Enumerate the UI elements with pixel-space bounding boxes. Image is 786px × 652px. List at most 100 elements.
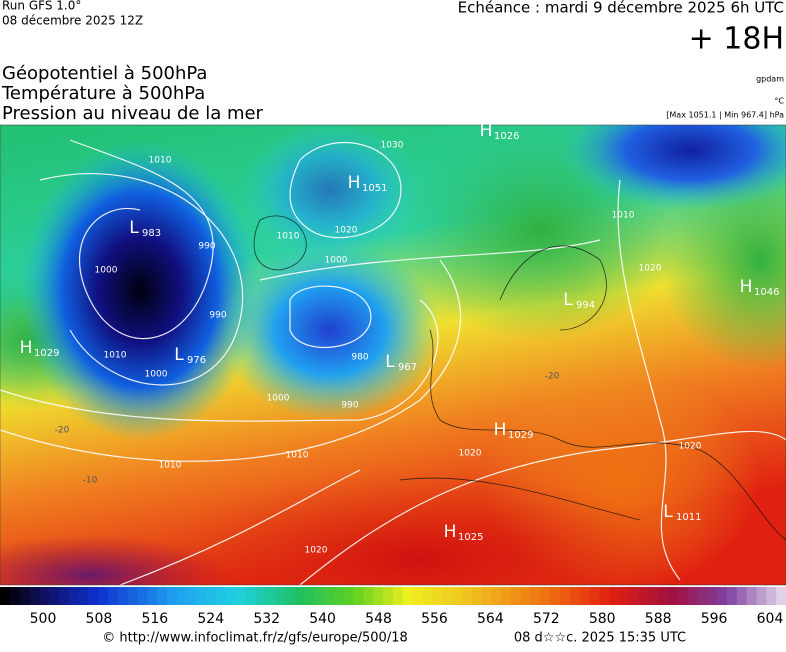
isobar-label: 980 bbox=[351, 353, 368, 363]
colorbar-swatch bbox=[638, 587, 649, 605]
colorbar-swatch bbox=[530, 587, 541, 605]
colorbar-swatch bbox=[167, 587, 178, 605]
center-value: 1029 bbox=[34, 348, 59, 359]
echeance: Echéance : mardi 9 décembre 2025 6h UTC bbox=[458, 0, 784, 17]
colorbar-swatch bbox=[137, 587, 148, 605]
temperature-label: -20 bbox=[545, 372, 560, 382]
colorbar-swatch bbox=[98, 587, 109, 605]
colorbar-swatch bbox=[471, 587, 482, 605]
colorbar-swatch bbox=[39, 587, 50, 605]
colorbar-swatch bbox=[294, 587, 306, 605]
center-value: 967 bbox=[398, 362, 417, 373]
colorbar-swatch bbox=[393, 587, 404, 605]
center-value: 994 bbox=[576, 300, 595, 311]
center-letter: L bbox=[385, 352, 395, 372]
temperature-label: -10 bbox=[83, 476, 98, 486]
colorbar-swatch bbox=[157, 587, 168, 605]
colorbar-swatch bbox=[540, 587, 551, 605]
colorbar-label: 596 bbox=[701, 611, 728, 627]
colorbar-swatch bbox=[668, 587, 679, 605]
colorbar-swatch bbox=[49, 587, 60, 605]
colorbar-swatch bbox=[461, 587, 473, 605]
colorbar-swatch bbox=[491, 587, 502, 605]
colorbar-label: 580 bbox=[589, 611, 616, 627]
colorbar-swatch bbox=[29, 587, 40, 605]
colorbar-swatch bbox=[746, 587, 758, 605]
isobar-label: 1020 bbox=[459, 449, 482, 459]
colorbar-swatch bbox=[736, 587, 748, 605]
colorbar-swatch bbox=[501, 587, 512, 605]
isobar-label: 1010 bbox=[149, 156, 172, 166]
colorbar-swatch bbox=[648, 587, 659, 605]
colorbar-swatch bbox=[609, 587, 620, 605]
colorbar-swatch bbox=[756, 587, 767, 605]
isobar-label: 1010 bbox=[612, 211, 635, 221]
colorbar-swatch bbox=[363, 587, 374, 605]
colorbar-label: 572 bbox=[533, 611, 560, 627]
colorbar bbox=[0, 587, 786, 605]
title-line: Pression au niveau de la mer bbox=[2, 103, 264, 124]
colorbar-swatch bbox=[206, 587, 217, 605]
title-line: Température à 500hPa bbox=[1, 83, 205, 104]
colorbar-label: 500 bbox=[30, 611, 57, 627]
center-value: 1051 bbox=[362, 183, 387, 194]
center-letter: H bbox=[740, 277, 753, 297]
isobar-label: 990 bbox=[341, 401, 358, 411]
colorbar-swatch bbox=[618, 587, 630, 605]
colorbar-swatch bbox=[373, 587, 384, 605]
isobar-label: 1020 bbox=[335, 226, 358, 236]
unit-label: °C bbox=[774, 97, 784, 106]
colorbar-swatch bbox=[225, 587, 237, 605]
colorbar-swatch bbox=[550, 587, 561, 605]
isobar-label: 1010 bbox=[104, 351, 127, 361]
colorbar-swatch bbox=[442, 587, 453, 605]
isobar-label: 1000 bbox=[95, 266, 118, 276]
colorbar-swatch bbox=[451, 587, 463, 605]
colorbar-swatch bbox=[560, 587, 571, 605]
unit-label: gpdam bbox=[756, 75, 784, 84]
colorbar-swatch bbox=[0, 587, 11, 605]
center-letter: L bbox=[174, 345, 184, 365]
source-url: © http://www.infoclimat.fr/z/gfs/europe/… bbox=[102, 631, 408, 646]
center-letter: H bbox=[444, 522, 457, 542]
temperature-label: -20 bbox=[55, 426, 70, 436]
center-letter: L bbox=[563, 290, 573, 310]
colorbar-swatch bbox=[383, 587, 394, 605]
center-letter: H bbox=[480, 121, 493, 141]
isobar-label: 1030 bbox=[381, 141, 404, 151]
colorbar-swatch bbox=[776, 587, 786, 605]
timestamp: 08 d☆☆c. 2025 15:35 UTC bbox=[514, 631, 686, 646]
colorbar-swatch bbox=[284, 587, 296, 605]
isobar-label: 1000 bbox=[325, 256, 348, 266]
colorbar-swatch bbox=[265, 587, 276, 605]
colorbar-swatch bbox=[510, 587, 522, 605]
isobar-label: 990 bbox=[209, 311, 226, 321]
isobar-label: 1010 bbox=[286, 451, 309, 461]
isobar-label: 1000 bbox=[267, 394, 290, 404]
colorbar-label: 564 bbox=[477, 611, 504, 627]
map-field bbox=[0, 125, 786, 585]
colorbar-swatch bbox=[147, 587, 158, 605]
isobar-label: 1020 bbox=[305, 546, 328, 556]
isobar-label: 1020 bbox=[679, 442, 702, 452]
colorbar-label: 532 bbox=[253, 611, 280, 627]
colorbar-swatch bbox=[314, 587, 325, 605]
title-line: Géopotentiel à 500hPa bbox=[2, 63, 207, 84]
colorbar-swatch bbox=[628, 587, 640, 605]
colorbar-swatch bbox=[108, 587, 119, 605]
isobar-label: 1020 bbox=[639, 264, 662, 274]
colorbar-swatch bbox=[402, 587, 414, 605]
colorbar-swatch bbox=[579, 587, 590, 605]
colorbar-label: 604 bbox=[757, 611, 784, 627]
colorbar-label: 548 bbox=[365, 611, 392, 627]
center-letter: L bbox=[129, 218, 139, 238]
colorbar-swatch bbox=[58, 587, 70, 605]
colorbar-swatch bbox=[19, 587, 30, 605]
colorbar-swatch bbox=[186, 587, 197, 605]
colorbar-swatch bbox=[196, 587, 207, 605]
colorbar-swatch bbox=[687, 587, 699, 605]
isobar-label: 1010 bbox=[159, 461, 182, 471]
isobar-label: 1010 bbox=[277, 232, 300, 242]
colorbar-swatch bbox=[127, 587, 139, 605]
